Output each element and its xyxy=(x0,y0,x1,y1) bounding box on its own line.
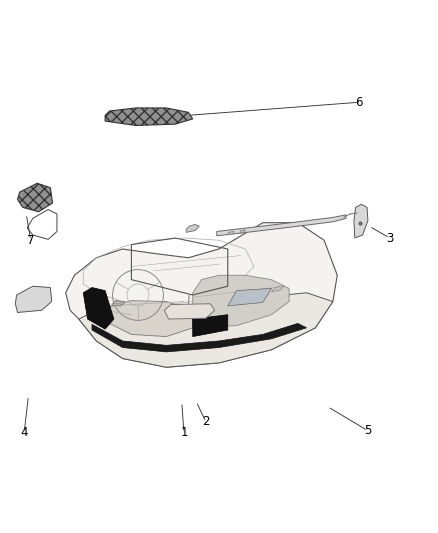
Polygon shape xyxy=(354,204,368,238)
Text: 2: 2 xyxy=(202,416,210,429)
Polygon shape xyxy=(18,183,53,212)
Polygon shape xyxy=(79,293,333,367)
Polygon shape xyxy=(164,304,215,319)
Polygon shape xyxy=(66,223,337,367)
Polygon shape xyxy=(105,301,193,336)
Polygon shape xyxy=(193,275,289,328)
Polygon shape xyxy=(83,287,114,329)
Text: 7: 7 xyxy=(27,233,35,247)
Polygon shape xyxy=(186,224,199,232)
Text: 1: 1 xyxy=(180,426,188,439)
Polygon shape xyxy=(228,231,234,235)
Polygon shape xyxy=(228,288,272,306)
Polygon shape xyxy=(217,215,346,236)
Text: 6: 6 xyxy=(355,96,363,109)
Text: 5: 5 xyxy=(364,424,371,437)
Polygon shape xyxy=(15,286,52,312)
Polygon shape xyxy=(92,324,307,352)
Polygon shape xyxy=(272,286,284,292)
Polygon shape xyxy=(112,300,125,306)
Polygon shape xyxy=(240,230,245,233)
Text: 3: 3 xyxy=(386,231,393,245)
Text: 4: 4 xyxy=(20,426,28,439)
Polygon shape xyxy=(193,314,228,336)
Polygon shape xyxy=(105,108,193,125)
